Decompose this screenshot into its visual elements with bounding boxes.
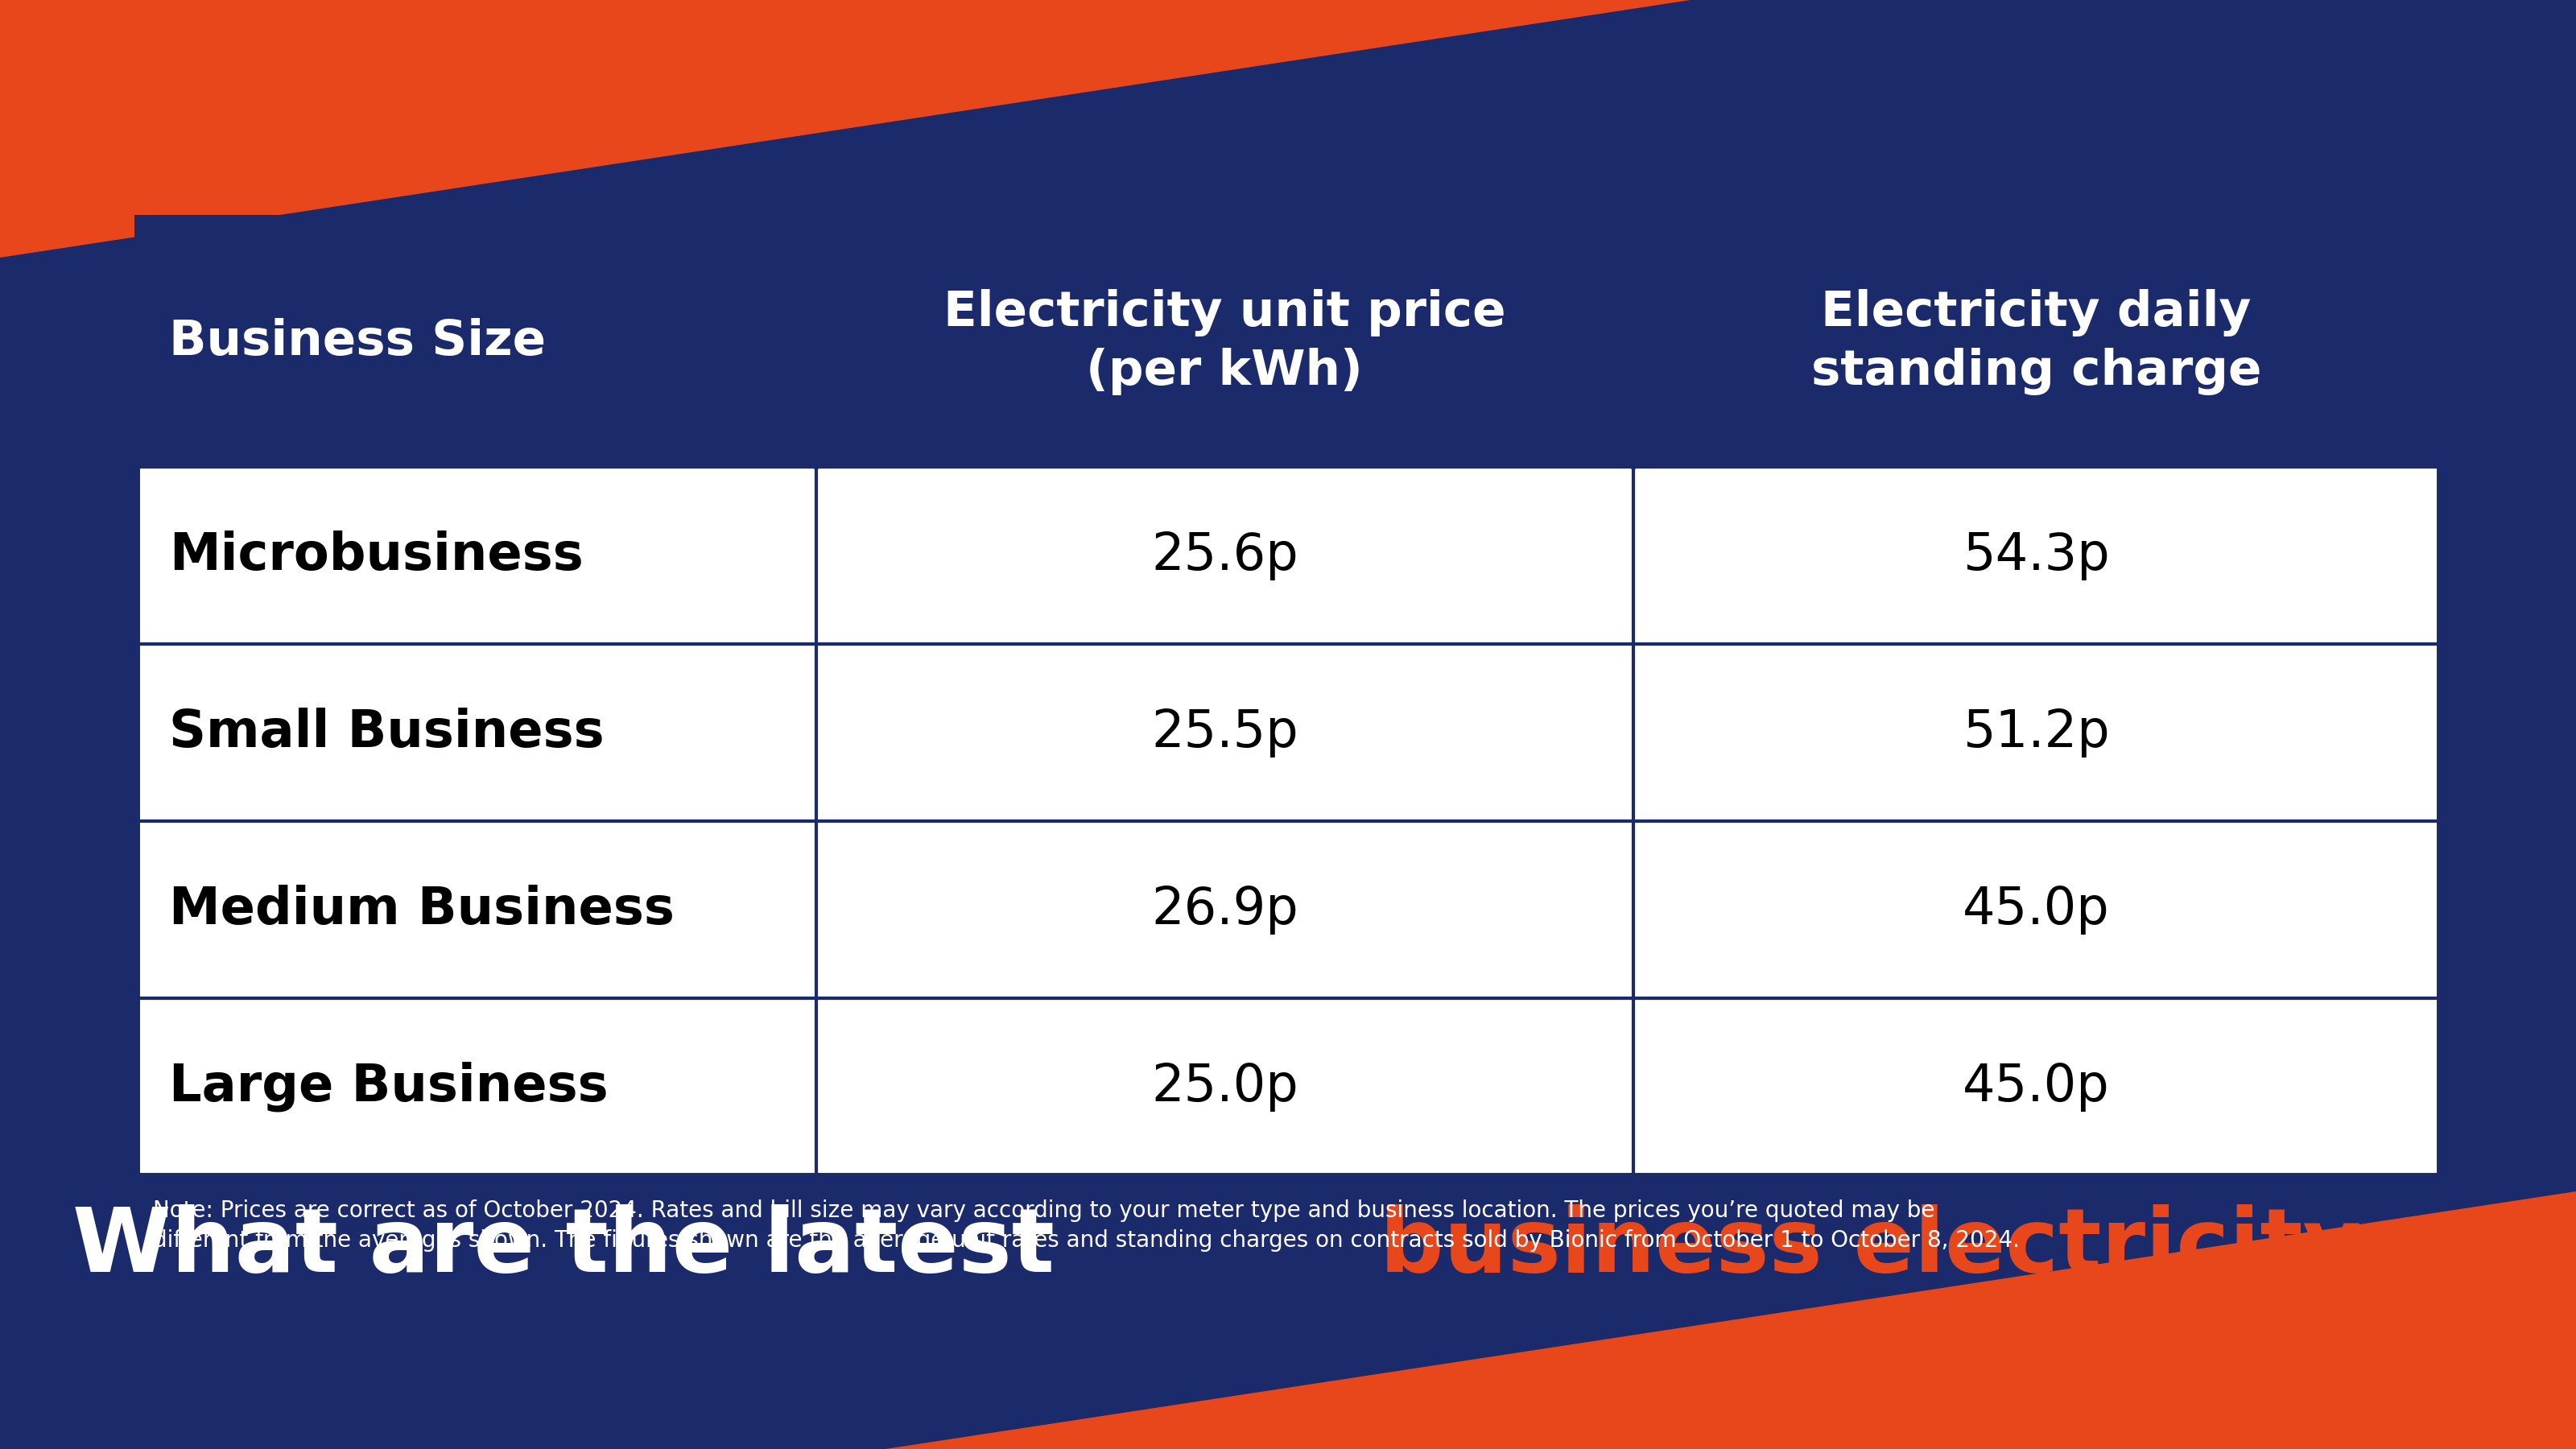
- Bar: [137, 467, 2439, 1175]
- Text: Electricity unit price
(per kWh): Electricity unit price (per kWh): [943, 288, 1507, 396]
- Polygon shape: [0, 0, 1690, 258]
- Text: 25.6p: 25.6p: [1151, 530, 1298, 581]
- Text: 51.2p: 51.2p: [1963, 707, 2110, 758]
- Text: 25.0p: 25.0p: [1151, 1062, 1298, 1111]
- Text: Large Business: Large Business: [170, 1062, 608, 1111]
- Text: 54.3p: 54.3p: [1963, 530, 2110, 581]
- Text: business electricity: business electricity: [1381, 1204, 2362, 1291]
- Text: What are the latest: What are the latest: [72, 1204, 1084, 1291]
- Text: Electricity daily
standing charge: Electricity daily standing charge: [1811, 288, 2262, 396]
- Text: 26.9p: 26.9p: [1151, 885, 1298, 935]
- Text: Business Size: Business Size: [170, 319, 546, 365]
- Bar: [137, 217, 2439, 467]
- Text: Medium Business: Medium Business: [170, 885, 675, 935]
- Bar: [137, 217, 2439, 1175]
- Text: 45.0p: 45.0p: [1963, 1062, 2110, 1111]
- Text: Note: Prices are correct as of October 2024. Rates and bill size may vary accord: Note: Prices are correct as of October 2…: [152, 1200, 2020, 1252]
- Text: Small Business: Small Business: [170, 707, 605, 758]
- Text: Microbusiness: Microbusiness: [170, 530, 582, 581]
- Polygon shape: [886, 1191, 2576, 1449]
- Text: 45.0p: 45.0p: [1963, 885, 2110, 935]
- Text: 25.5p: 25.5p: [1151, 707, 1298, 758]
